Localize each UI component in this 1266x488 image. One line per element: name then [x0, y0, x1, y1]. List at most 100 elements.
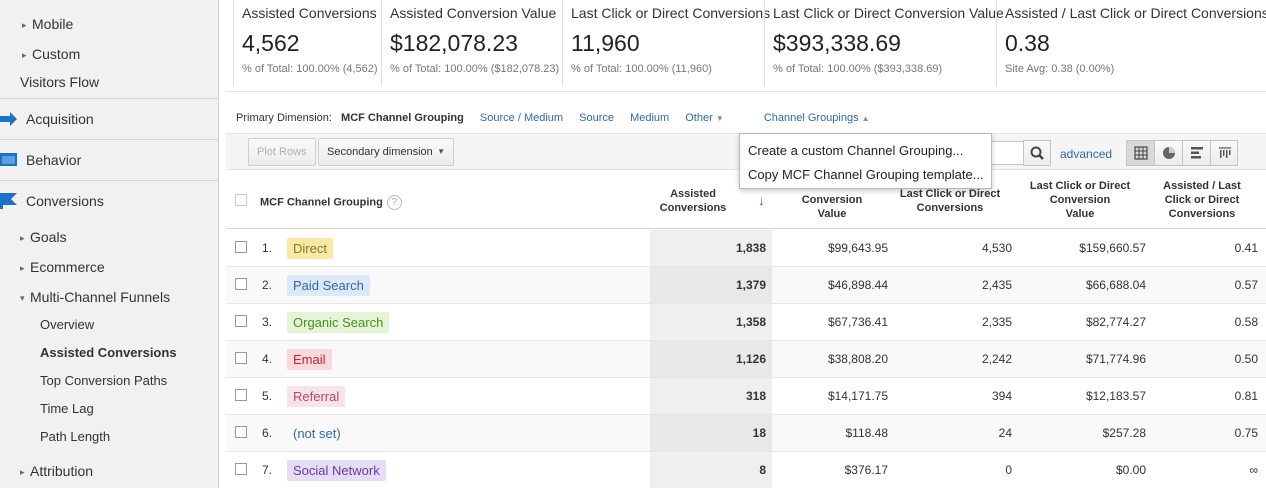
pie-view-button[interactable]	[1155, 141, 1183, 165]
sidebar-item-behavior[interactable]: Behavior	[26, 152, 81, 168]
cell-ratio: 0.57	[1234, 278, 1258, 292]
table-row: 1. Direct 1,838 $99,643.95 4,530 $159,66…	[226, 230, 1266, 267]
row-index: 3.	[262, 315, 273, 329]
channel-label[interactable]: Organic Search	[287, 312, 390, 333]
sidebar-item-label: Goals	[30, 229, 67, 245]
row-checkbox[interactable]	[235, 278, 247, 290]
dimension-option-source-medium[interactable]: Source / Medium	[479, 112, 564, 124]
channel-label[interactable]: Direct	[287, 238, 333, 259]
select-all-checkbox[interactable]	[235, 194, 247, 206]
column-header-line: Assisted / Last	[1163, 180, 1241, 192]
sidebar-item-time-lag[interactable]: Time Lag	[40, 401, 94, 416]
column-header-assisted-conversion-value[interactable]: Conversion Value	[782, 193, 882, 221]
metric-value: $182,078.23	[390, 30, 518, 56]
column-header-line: Conversions	[659, 202, 727, 214]
metric-assisted-conversions[interactable]: Assisted Conversions 4,562 % of Total: 1…	[233, 0, 381, 86]
metric-assisted-last-click-ratio[interactable]: Assisted / Last Click or Direct Conversi…	[996, 0, 1266, 86]
column-header-last-click-conversion-value[interactable]: Last Click or Direct Conversion Value	[1016, 179, 1144, 221]
metric-value: 0.38	[1005, 30, 1050, 56]
sidebar-item-mobile[interactable]: ▸ Mobile	[22, 16, 73, 32]
metric-last-click-conversion-value[interactable]: Last Click or Direct Conversion Value $3…	[764, 0, 1004, 86]
column-header-dimension[interactable]: MCF Channel Grouping?	[260, 195, 402, 210]
cell-assisted-value: $46,898.44	[827, 278, 888, 292]
row-checkbox[interactable]	[235, 389, 247, 401]
cell-assisted-value: $14,171.75	[827, 389, 888, 403]
sidebar-item-goals[interactable]: ▸ Goals	[20, 229, 67, 245]
channel-groupings-menu: Create a custom Channel Grouping... Copy…	[739, 133, 992, 189]
channel-groupings-link[interactable]: Channel Groupings	[763, 112, 859, 124]
row-index: 2.	[262, 278, 273, 292]
sidebar-item-ecommerce[interactable]: ▸ Ecommerce	[20, 259, 105, 275]
acquisition-icon	[0, 112, 17, 126]
column-header-line: Conversions	[1168, 208, 1236, 220]
cell-ratio: 0.58	[1234, 315, 1258, 329]
table-header: MCF Channel Grouping? Assisted Conversio…	[226, 171, 1266, 229]
plot-rows-button[interactable]: Plot Rows	[248, 138, 316, 166]
menu-item-copy-template[interactable]: Copy MCF Channel Grouping template...	[748, 167, 984, 182]
row-checkbox[interactable]	[235, 241, 247, 253]
cell-assisted-conversions: 18	[752, 426, 766, 440]
sidebar-item-attribution[interactable]: ▸ Attribution	[20, 463, 93, 479]
comparison-view-button[interactable]	[1211, 141, 1239, 165]
sidebar-item-label: Time Lag	[40, 401, 94, 416]
channel-label[interactable]: Email	[287, 349, 332, 370]
menu-item-create-channel-grouping[interactable]: Create a custom Channel Grouping...	[748, 143, 964, 158]
column-header-assisted-conversions[interactable]: Assisted Conversions	[650, 187, 736, 215]
metric-assisted-conversion-value[interactable]: Assisted Conversion Value $182,078.23 % …	[381, 0, 562, 86]
dimension-option-medium[interactable]: Medium	[630, 112, 670, 124]
sidebar-item-overview[interactable]: Overview	[40, 317, 94, 332]
search-button[interactable]	[1023, 140, 1051, 166]
column-header-last-click-conversions[interactable]: Last Click or Direct Conversions	[894, 187, 1006, 215]
cell-assisted-conversions: 1,838	[735, 241, 766, 255]
row-checkbox[interactable]	[235, 315, 247, 327]
sidebar-item-visitors-flow[interactable]: Visitors Flow	[20, 74, 99, 90]
chevron-down-icon: ▼	[715, 114, 724, 123]
row-checkbox[interactable]	[235, 463, 247, 475]
sidebar-item-custom[interactable]: ▸ Custom	[22, 46, 80, 62]
channel-label[interactable]: (not set)	[293, 426, 341, 441]
sorted-column-bg	[650, 415, 772, 451]
sidebar-item-conversions[interactable]: Conversions	[26, 193, 104, 209]
help-icon[interactable]: ?	[386, 195, 402, 210]
channel-label[interactable]: Paid Search	[287, 275, 370, 296]
sidebar-item-top-conversion-paths[interactable]: Top Conversion Paths	[40, 373, 167, 388]
secondary-dimension-dropdown[interactable]: Secondary dimension ▼	[318, 138, 454, 166]
view-switcher	[1126, 140, 1238, 166]
row-checkbox[interactable]	[235, 352, 247, 364]
channel-label[interactable]: Referral	[287, 386, 346, 407]
table-view-button[interactable]	[1127, 141, 1155, 165]
cell-assisted-value: $99,643.95	[827, 241, 888, 255]
sidebar-item-acquisition[interactable]: Acquisition	[26, 111, 94, 127]
cell-ratio: 0.41	[1234, 241, 1258, 255]
table-row: 4. Email 1,126 $38,808.20 2,242 $71,774.…	[226, 341, 1266, 378]
cell-assisted-value: $376.17	[844, 463, 888, 477]
column-header-ratio[interactable]: Assisted / Last Click or Direct Conversi…	[1150, 179, 1254, 221]
column-header-line: Value	[1065, 208, 1095, 220]
advanced-filter-link[interactable]: advanced	[1060, 147, 1113, 161]
cell-last-click-conversions: 0	[1005, 463, 1012, 477]
sidebar-item-path-length[interactable]: Path Length	[40, 429, 110, 444]
column-header-line: Last Click or Direct	[1029, 180, 1131, 192]
table-row: 6. (not set) 18 $118.48 24 $257.28 0.75	[226, 415, 1266, 452]
cell-last-click-value: $257.28	[1102, 426, 1146, 440]
cell-assisted-conversions: 1,379	[735, 278, 766, 292]
chevron-down-icon: ▼	[437, 147, 445, 156]
sidebar-item-label: Ecommerce	[30, 259, 105, 275]
row-index: 5.	[262, 389, 273, 403]
column-header-line: Last Click or Direct	[899, 188, 1001, 200]
row-checkbox[interactable]	[235, 426, 247, 438]
sidebar-item-assisted-conversions[interactable]: Assisted Conversions	[40, 345, 177, 360]
channel-label[interactable]: Social Network	[287, 460, 386, 481]
dimension-option-other[interactable]: Other	[685, 112, 713, 124]
metric-title: Last Click or Direct Conversion Value	[773, 5, 1004, 21]
dimension-option-source[interactable]: Source	[579, 112, 614, 124]
cell-ratio: ∞	[1249, 463, 1258, 477]
cell-last-click-conversions: 394	[991, 389, 1012, 403]
column-header-line: Value	[817, 208, 847, 220]
cell-assisted-value: $67,736.41	[827, 315, 888, 329]
cell-last-click-value: $159,660.57	[1079, 241, 1146, 255]
sidebar-item-multi-channel-funnels[interactable]: ▾ Multi-Channel Funnels	[20, 289, 170, 305]
sidebar-divider	[0, 139, 219, 140]
bar-view-button[interactable]	[1183, 141, 1211, 165]
metric-last-click-conversions[interactable]: Last Click or Direct Conversions 11,960 …	[562, 0, 770, 86]
